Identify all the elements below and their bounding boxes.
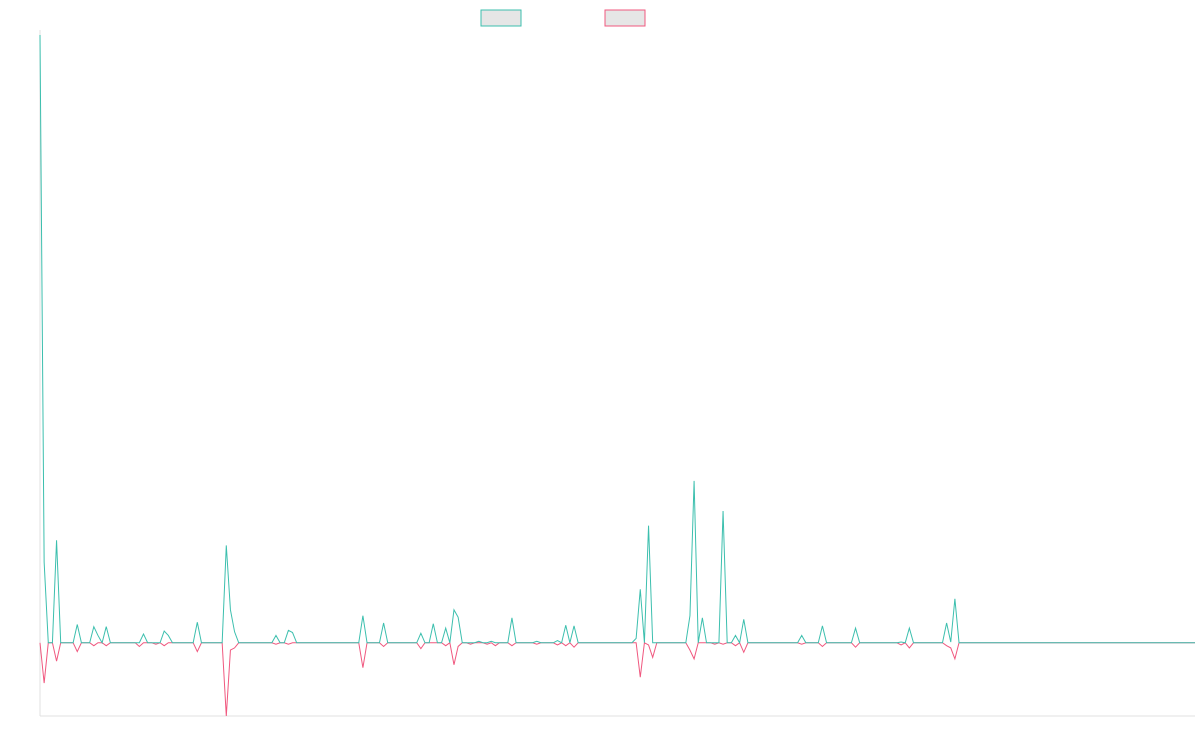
series-2-line xyxy=(39,641,1195,717)
series-1-line xyxy=(39,34,1195,645)
legend-swatch-series-1[interactable] xyxy=(480,9,522,27)
series-layer xyxy=(39,34,1195,717)
legend-swatch-series-2[interactable] xyxy=(604,9,646,27)
legend xyxy=(480,9,646,27)
